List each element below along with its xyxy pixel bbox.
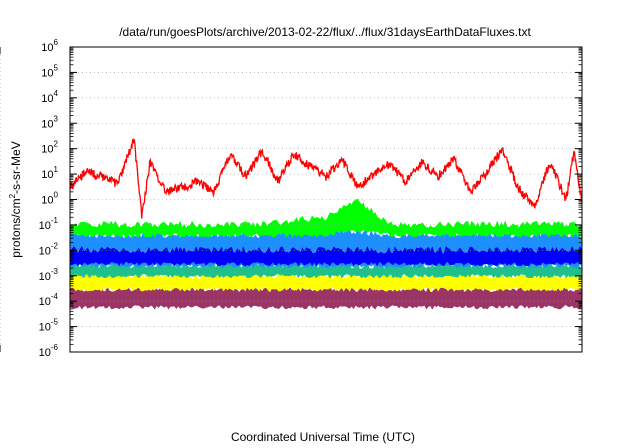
y-tick-label-9: 103: [41, 114, 58, 130]
chart-title: /data/run/goesPlots/archive/2013-02-22/f…: [119, 25, 531, 39]
y-tick-label-10: 104: [41, 89, 58, 105]
series-band-5: [69, 198, 583, 238]
y-tick-label-6: 100: [41, 191, 58, 207]
y-tick-labels: 10-6 10-5 10-4 10-3 10-2 10-1 100 101 102 103 104 1…: [39, 38, 59, 359]
y-tick-label-3: 10-3: [39, 267, 59, 283]
y-tick-label-11: 105: [41, 63, 58, 79]
y-tick-label-7: 101: [41, 165, 58, 181]
series-bands: [69, 138, 583, 310]
y-tick-label-0: 10-6: [39, 343, 59, 359]
y-axis-label: protons/cm2-s-sr-MeV: [8, 141, 23, 257]
y-axis-label-group: protons/cm2-s-sr-MeV: [8, 141, 23, 257]
y-tick-label-1: 10-5: [39, 318, 59, 334]
axes: [0, 46, 583, 353]
y-tick-label-2: 10-4: [39, 292, 59, 308]
series-line-7: [69, 138, 583, 219]
y-tick-label-12: 106: [41, 38, 58, 54]
x-axis-label: Coordinated Universal Time (UTC): [231, 430, 415, 444]
y-tick-label-4: 10-2: [39, 241, 59, 257]
y-tick-label-5: 10-1: [39, 216, 59, 232]
y-tick-label-8: 102: [41, 140, 58, 156]
